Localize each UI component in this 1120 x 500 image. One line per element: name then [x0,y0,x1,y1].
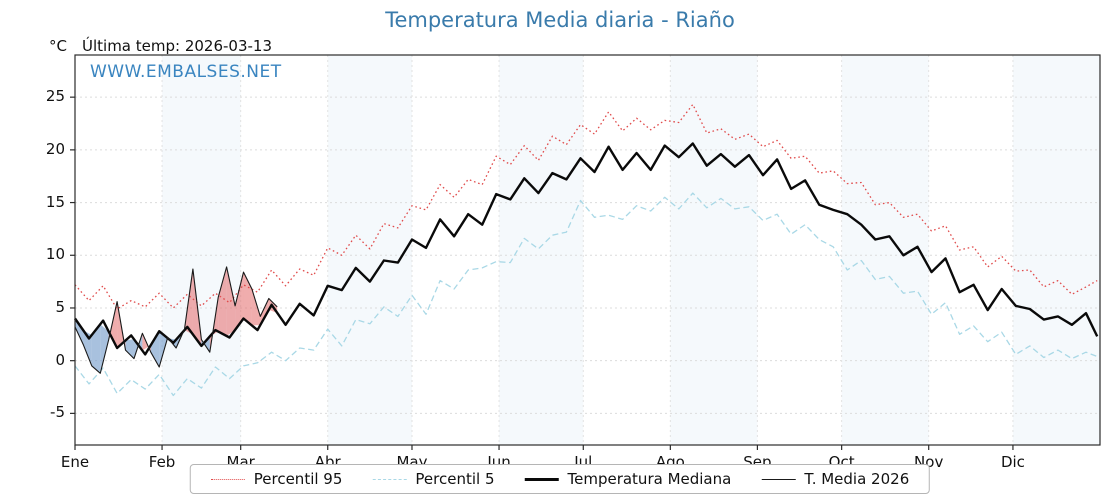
y-tick-label: 0 [55,350,65,369]
legend-label: Percentil 5 [415,470,495,488]
last-temp-label: Última temp: 2026-03-13 [82,37,273,55]
legend-marker-dashed-line [372,478,407,480]
y-tick-label: 5 [55,297,65,316]
y-tick-label: -5 [50,403,65,422]
legend-item-1: Percentil 5 [372,470,494,488]
legend-marker-dotted-line [210,478,245,480]
legend-label: Temperatura Mediana [567,470,732,488]
watermark-embalses: WWW.EMBALSES.NET [90,62,282,82]
y-tick-label: 10 [45,245,65,264]
y-tick-label: 25 [45,87,65,106]
y-tick-label: 15 [45,192,65,211]
legend-item-2: Temperatura Mediana [524,470,731,488]
chart-legend: Percentil 95 Percentil 5 Temperatura Media… [189,464,931,494]
legend-label: T. Media 2026 [804,470,910,488]
y-axis-unit-label: °C [49,37,67,55]
legend-label: Percentil 95 [253,470,343,488]
chart-title: Temperatura Media diaria - Riaño [385,8,735,32]
x-tick-label-dic: Dic [1000,453,1025,471]
legend-marker-solid-line [524,477,559,481]
legend-item-3: T. Media 2026 [761,470,909,488]
x-tick-label-feb: Feb [148,453,176,471]
legend-item-0: Percentil 95 [210,470,343,488]
x-tick-label-ene: Ene [60,453,90,471]
y-tick-label: 20 [45,139,65,158]
legend-marker-solid-line [761,478,796,480]
